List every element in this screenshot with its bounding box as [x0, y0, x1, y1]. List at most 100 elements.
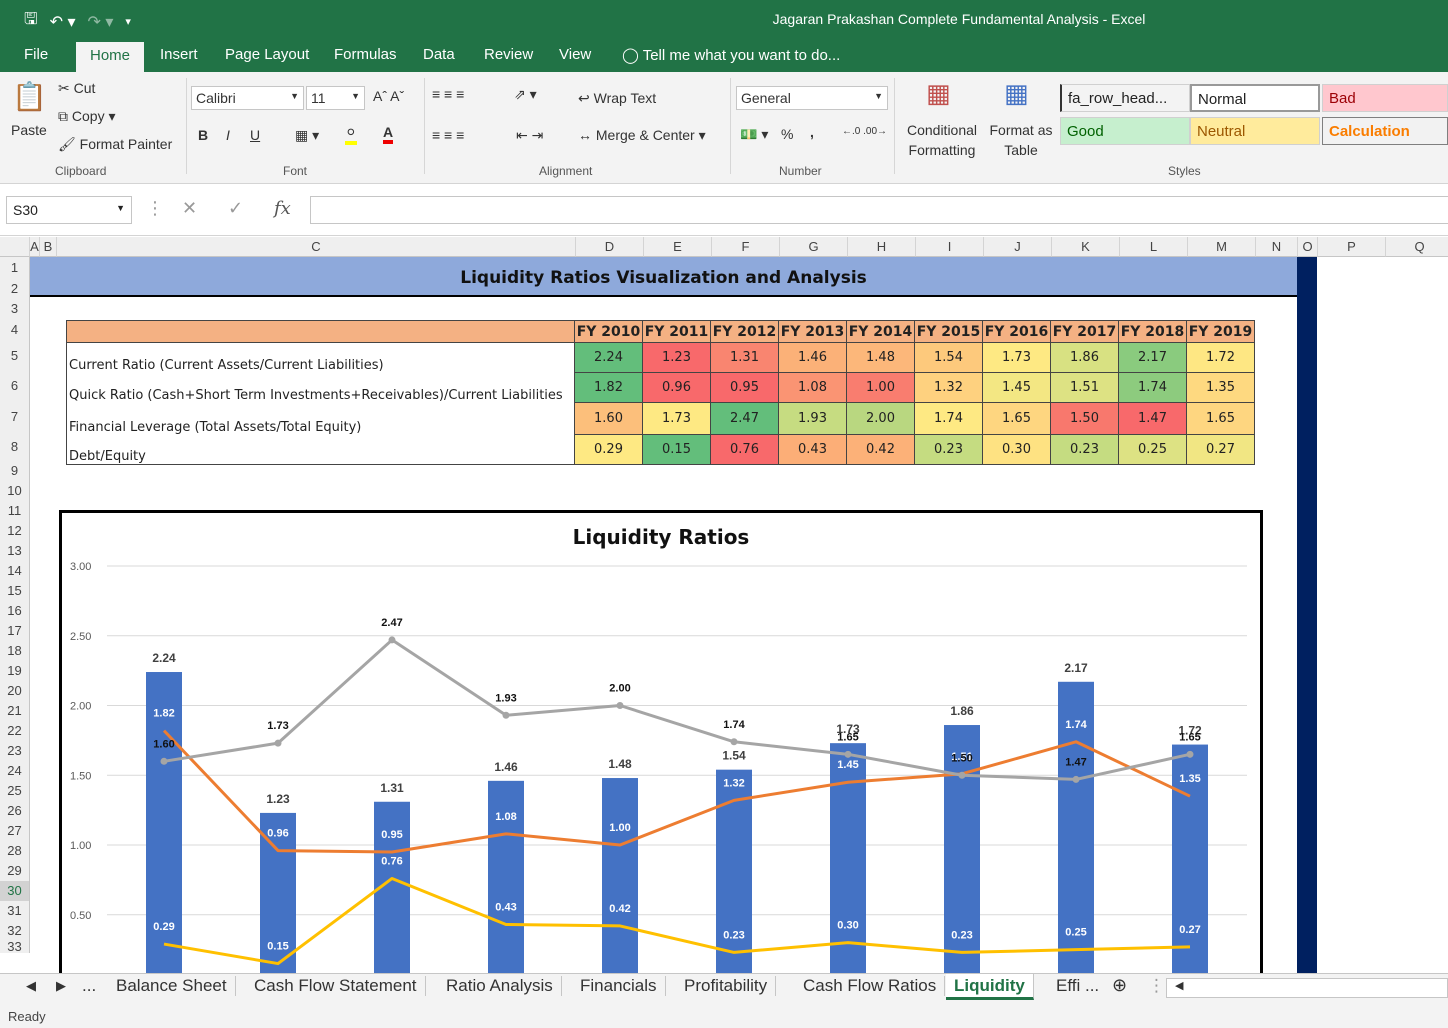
- conditional-formatting-icon[interactable]: ▦: [926, 78, 951, 108]
- column-header-e[interactable]: E: [644, 237, 712, 257]
- column-header-g[interactable]: G: [780, 237, 848, 257]
- underline-button[interactable]: U: [250, 127, 261, 143]
- ratio-value-cell[interactable]: 1.46: [778, 342, 847, 373]
- ratio-value-cell[interactable]: 1.31: [710, 342, 779, 373]
- row-header-11[interactable]: 11: [0, 501, 30, 521]
- grow-font-icon[interactable]: Aˆ Aˇ: [373, 88, 405, 104]
- column-header-o[interactable]: O: [1298, 237, 1318, 257]
- column-header-m[interactable]: M: [1188, 237, 1256, 257]
- column-header-h[interactable]: H: [848, 237, 916, 257]
- row-header-25[interactable]: 25: [0, 781, 30, 801]
- table-corner-cell[interactable]: [66, 320, 575, 343]
- ratio-value-cell[interactable]: 1.65: [982, 402, 1051, 435]
- customize-qat-icon[interactable]: ▾: [125, 16, 131, 28]
- ratio-value-cell[interactable]: 0.43: [778, 434, 847, 465]
- sheet-tab-ratio-analysis[interactable]: Ratio Analysis: [438, 976, 562, 996]
- row-header-12[interactable]: 12: [0, 521, 30, 541]
- ratio-value-cell[interactable]: 1.32: [914, 372, 983, 403]
- year-header[interactable]: FY 2013: [778, 320, 847, 343]
- tab-page-layout[interactable]: Page Layout: [225, 46, 310, 63]
- ratio-value-cell[interactable]: 1.23: [642, 342, 711, 373]
- row-header-16[interactable]: 16: [0, 601, 30, 621]
- insert-function-button[interactable]: fx: [274, 198, 291, 219]
- ratio-value-cell[interactable]: 2.24: [574, 342, 643, 373]
- ratio-value-cell[interactable]: 0.23: [914, 434, 983, 465]
- row-header-23[interactable]: 23: [0, 741, 30, 761]
- wrap-text-button[interactable]: ↩ Wrap Text: [578, 90, 656, 107]
- row-header-6[interactable]: 6: [0, 371, 30, 401]
- sheet-tab-efficiency[interactable]: Effi ...: [1056, 976, 1100, 995]
- ratio-value-cell[interactable]: 0.42: [846, 434, 915, 465]
- comma-button[interactable]: ,: [810, 124, 814, 140]
- ratio-value-cell[interactable]: 1.65: [1186, 402, 1255, 435]
- column-header-k[interactable]: K: [1052, 237, 1120, 257]
- ratio-value-cell[interactable]: 1.74: [1118, 372, 1187, 403]
- column-header-p[interactable]: P: [1318, 237, 1386, 257]
- ratio-label[interactable]: Quick Ratio (Cash+Short Term Investments…: [66, 372, 575, 403]
- undo-icon[interactable]: ↶ ▾: [49, 13, 76, 31]
- fill-color-icon[interactable]: ⚪: [345, 124, 357, 145]
- column-header-f[interactable]: F: [712, 237, 780, 257]
- tab-data[interactable]: Data: [423, 46, 455, 63]
- row-header-14[interactable]: 14: [0, 561, 30, 581]
- year-header[interactable]: FY 2015: [914, 320, 983, 343]
- format-as-table-button[interactable]: Format as Table: [989, 122, 1053, 158]
- style-calculation[interactable]: Calculation: [1322, 117, 1448, 145]
- format-table-icon[interactable]: ▦: [1004, 78, 1029, 108]
- row-header-13[interactable]: 13: [0, 541, 30, 561]
- format-painter-button[interactable]: 🖌 Format Painter: [58, 136, 172, 153]
- row-header-30[interactable]: 30: [0, 881, 30, 901]
- sheet-tab-cash-flow-ratios[interactable]: Cash Flow Ratios: [795, 976, 946, 996]
- ratio-value-cell[interactable]: 0.95: [710, 372, 779, 403]
- ratio-value-cell[interactable]: 0.29: [574, 434, 643, 465]
- ratio-value-cell[interactable]: 1.93: [778, 402, 847, 435]
- merge-center-button[interactable]: ↔ Merge & Center ▾: [578, 127, 706, 143]
- enter-icon[interactable]: ✓: [228, 198, 244, 218]
- sheet-tab-balance-sheet[interactable]: Balance Sheet: [108, 976, 236, 996]
- row-header-2[interactable]: 2: [0, 279, 30, 299]
- ratio-value-cell[interactable]: 1.50: [1050, 402, 1119, 435]
- currency-icon[interactable]: 💵 ▾: [740, 126, 769, 142]
- year-header[interactable]: FY 2019: [1186, 320, 1255, 343]
- row-header-7[interactable]: 7: [0, 401, 30, 433]
- percent-button[interactable]: %: [781, 126, 794, 142]
- column-header-q[interactable]: Q: [1386, 237, 1448, 257]
- ratio-value-cell[interactable]: 0.25: [1118, 434, 1187, 465]
- ratio-value-cell[interactable]: 1.73: [642, 402, 711, 435]
- redo-icon[interactable]: ↷ ▾: [87, 13, 114, 31]
- ratio-value-cell[interactable]: 1.54: [914, 342, 983, 373]
- row-header-9[interactable]: 9: [0, 461, 30, 481]
- bold-button[interactable]: B: [198, 127, 209, 143]
- row-header-32[interactable]: 32: [0, 921, 30, 941]
- sheet-tab-financials[interactable]: Financials: [572, 976, 666, 996]
- tab-file[interactable]: File: [24, 46, 49, 63]
- name-box[interactable]: S30 ▼: [6, 196, 132, 224]
- ratio-value-cell[interactable]: 1.74: [914, 402, 983, 435]
- sheet-tab-more[interactable]: ...: [82, 976, 97, 995]
- column-header-c[interactable]: C: [57, 237, 576, 257]
- column-header-i[interactable]: I: [916, 237, 984, 257]
- cancel-icon[interactable]: ✕: [182, 198, 198, 218]
- ratio-value-cell[interactable]: 1.51: [1050, 372, 1119, 403]
- row-header-4[interactable]: 4: [0, 319, 30, 341]
- row-header-29[interactable]: 29: [0, 861, 30, 881]
- ratio-value-cell[interactable]: 1.45: [982, 372, 1051, 403]
- row-header-5[interactable]: 5: [0, 341, 30, 371]
- ratio-value-cell[interactable]: 1.73: [982, 342, 1051, 373]
- row-header-28[interactable]: 28: [0, 841, 30, 861]
- row-header-33[interactable]: 33: [0, 940, 30, 953]
- ratio-value-cell[interactable]: 1.08: [778, 372, 847, 403]
- year-header[interactable]: FY 2011: [642, 320, 711, 343]
- copy-button[interactable]: ⧉ Copy ▾: [58, 108, 116, 124]
- save-icon[interactable]: 🖫: [24, 11, 38, 28]
- style-fa-row-head[interactable]: fa_row_head...: [1060, 84, 1190, 112]
- tab-review[interactable]: Review: [484, 46, 534, 63]
- row-header-27[interactable]: 27: [0, 821, 30, 841]
- sheet-tab-cash-flow-statement[interactable]: Cash Flow Statement: [246, 976, 426, 996]
- font-size-dropdown[interactable]: 11 ▼: [306, 86, 365, 110]
- column-header-n[interactable]: N: [1256, 237, 1298, 257]
- column-header-d[interactable]: D: [576, 237, 644, 257]
- row-header-10[interactable]: 10: [0, 481, 30, 501]
- style-normal[interactable]: Normal: [1190, 84, 1320, 112]
- year-header[interactable]: FY 2017: [1050, 320, 1119, 343]
